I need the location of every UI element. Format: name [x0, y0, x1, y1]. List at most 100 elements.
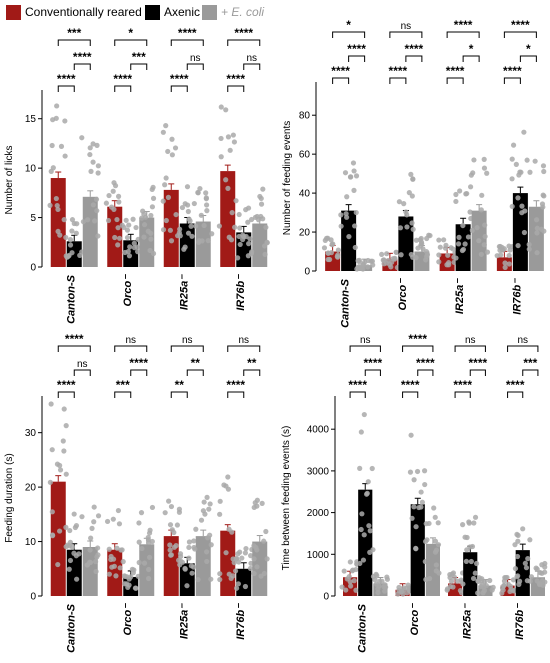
data-point — [221, 482, 227, 488]
significance-label: **** — [401, 378, 420, 392]
x-category-label: IR76b⁻ — [514, 603, 526, 640]
data-point — [74, 221, 80, 227]
data-point — [93, 559, 99, 565]
data-point — [91, 504, 97, 510]
significance-bracket — [348, 55, 366, 62]
significance-label: ns — [517, 335, 528, 346]
data-point — [512, 565, 519, 572]
data-point — [72, 524, 78, 531]
data-point — [174, 522, 180, 528]
data-point — [163, 175, 169, 181]
data-point — [106, 546, 112, 552]
y-tick-label: 0 — [30, 263, 36, 274]
data-point — [382, 588, 388, 594]
data-point — [420, 246, 426, 252]
data-point — [462, 534, 468, 540]
data-point — [193, 526, 199, 532]
data-point — [79, 135, 85, 141]
data-point — [512, 542, 518, 548]
data-point — [87, 151, 93, 158]
data-point — [88, 535, 94, 541]
significance-bracket — [227, 39, 261, 46]
data-point — [527, 169, 533, 175]
y-axis-label: Number of licks — [4, 146, 15, 215]
data-point — [524, 157, 530, 163]
data-point — [63, 524, 69, 530]
legend-swatch-axenic — [145, 4, 160, 20]
significance-bracket — [417, 369, 434, 376]
data-point — [263, 224, 269, 230]
data-point — [116, 199, 122, 205]
data-point — [404, 212, 410, 218]
data-point — [123, 217, 129, 223]
legend-swatch-e-coli — [202, 4, 217, 20]
data-point — [205, 238, 211, 244]
data-point — [446, 260, 452, 266]
bar-conventionally-reared — [50, 178, 66, 267]
data-point — [541, 193, 547, 199]
data-point — [94, 142, 100, 148]
y-tick-label: 60 — [299, 150, 311, 161]
data-point — [147, 527, 153, 533]
significance-bracket — [114, 345, 148, 352]
significance-label: **** — [226, 72, 245, 86]
significance-label: * — [128, 26, 133, 40]
significance-label: *** — [523, 356, 537, 370]
data-point — [201, 222, 207, 229]
data-point — [217, 498, 223, 504]
data-point — [367, 549, 373, 555]
significance-bracket — [349, 345, 381, 352]
significance-bracket — [57, 345, 91, 352]
data-point — [62, 153, 68, 159]
data-point — [373, 581, 379, 587]
y-tick-label: 80 — [299, 111, 311, 122]
data-point — [166, 498, 172, 504]
data-point — [346, 574, 352, 580]
data-point — [413, 255, 419, 261]
significance-bracket — [114, 39, 148, 46]
data-point — [168, 503, 175, 510]
data-point — [150, 195, 157, 201]
data-point — [502, 260, 508, 266]
data-point — [251, 543, 257, 549]
data-point — [357, 465, 363, 471]
data-point — [366, 523, 372, 529]
data-point — [539, 562, 545, 568]
significance-bracket — [446, 31, 480, 38]
data-point — [236, 211, 242, 218]
data-point — [432, 549, 439, 555]
data-point — [352, 244, 358, 251]
data-point — [233, 198, 239, 204]
data-point — [407, 469, 414, 475]
data-point — [223, 177, 229, 183]
data-point — [534, 225, 540, 231]
data-point — [343, 211, 349, 217]
data-point — [225, 134, 232, 140]
legend-item-e-coli: + E. coli — [202, 4, 264, 20]
data-point — [58, 143, 65, 149]
x-category-label: Orco⁻ — [409, 603, 421, 636]
data-point — [375, 589, 381, 596]
data-point — [413, 524, 419, 530]
data-point — [365, 479, 371, 485]
significance-label: **** — [113, 72, 132, 86]
data-point — [526, 241, 532, 248]
data-point — [167, 547, 173, 553]
legend-item-conventionally-reared: Conventionally reared — [6, 4, 142, 20]
data-point — [148, 230, 154, 236]
data-point — [198, 517, 205, 523]
significance-bracket — [227, 345, 261, 352]
data-point — [229, 529, 235, 535]
y-tick-label: 15 — [25, 114, 37, 125]
data-point — [435, 520, 441, 526]
data-point — [69, 544, 75, 550]
data-point — [95, 170, 101, 176]
data-point — [472, 570, 478, 576]
data-point — [121, 224, 127, 231]
data-point — [350, 160, 357, 166]
data-point — [204, 208, 210, 214]
significance-label: ns — [125, 335, 136, 346]
data-point — [463, 191, 469, 197]
data-point — [149, 204, 156, 210]
